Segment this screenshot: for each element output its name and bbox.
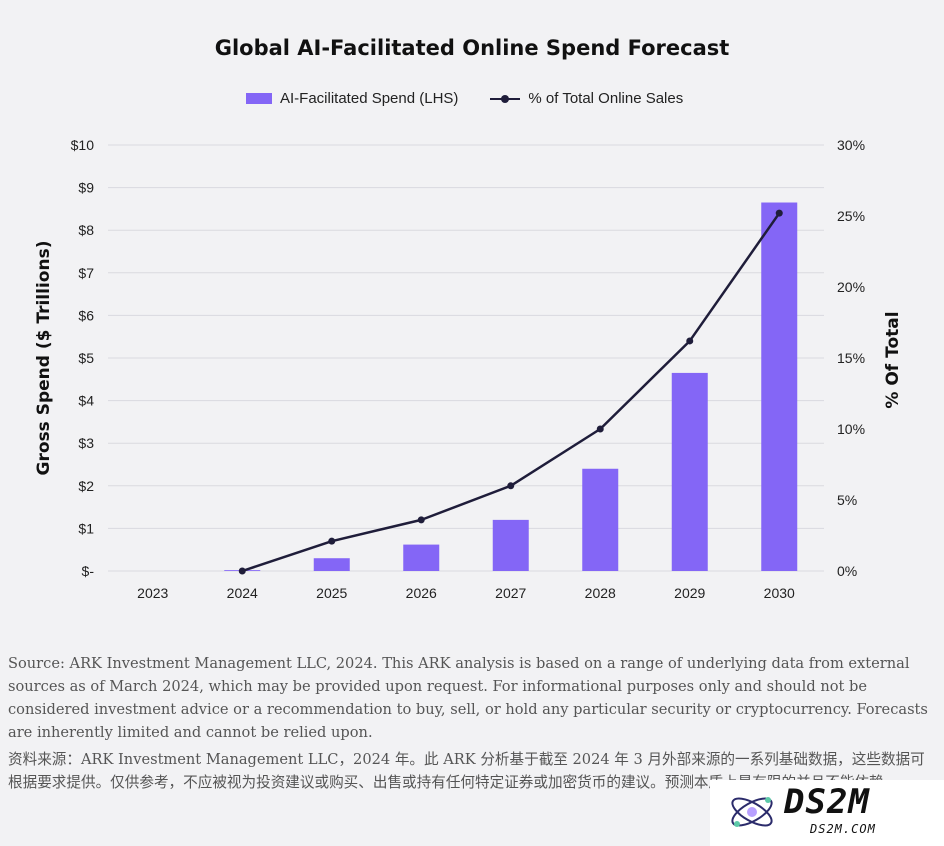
- legend-item-bars: AI-Facilitated Spend (LHS): [246, 90, 458, 107]
- legend-bar-swatch: [246, 93, 272, 104]
- source-note-en: Source: ARK Investment Management LLC, 2…: [8, 655, 928, 741]
- legend-item-line: % of Total Online Sales: [490, 90, 683, 107]
- x-tick-label: 2026: [406, 585, 437, 601]
- bar: [671, 372, 708, 571]
- atom-logo-icon: [731, 797, 773, 827]
- footer: Source: ARK Investment Management LLC, 2…: [8, 652, 928, 798]
- y-tick-label: $-: [82, 563, 95, 579]
- y-tick-label: $6: [78, 307, 94, 323]
- legend-line-label: % of Total Online Sales: [528, 90, 684, 107]
- y2-tick-label: 25%: [837, 208, 865, 224]
- y-tick-label: $10: [71, 137, 95, 153]
- chart-title: Global AI-Facilitated Online Spend Forec…: [214, 36, 730, 60]
- x-tick-label: 2024: [227, 585, 258, 601]
- plot-area: $- $1 $2 $3 $4 $5 $6 $7 $8 $9 $10 0% 5% 10% 15% 20% 25% 3…: [34, 137, 903, 601]
- y-tick-label: $7: [78, 265, 94, 281]
- line-point: [507, 482, 515, 490]
- bar: [492, 519, 529, 571]
- line-point: [775, 209, 783, 217]
- source-note-zh: 资料来源：ARK Investment Management LLC，2024 …: [8, 751, 925, 791]
- y-tick-label: $8: [78, 222, 94, 238]
- chart: Global AI-Facilitated Online Spend Forec…: [34, 36, 903, 601]
- bar: [761, 202, 798, 571]
- watermark-url: DS2M.COM: [810, 822, 876, 836]
- line-point: [686, 337, 694, 345]
- bar: [582, 468, 619, 571]
- y2-tick-label: 30%: [837, 137, 865, 153]
- watermark: DS2M DS2M.COM: [710, 780, 944, 846]
- bar: [313, 558, 350, 571]
- line-point: [596, 425, 604, 433]
- legend: AI-Facilitated Spend (LHS) % of Total On…: [246, 90, 715, 107]
- legend-line-swatch: [490, 94, 521, 103]
- bar: [403, 544, 440, 571]
- line-point: [238, 567, 246, 575]
- x-tick-label: 2023: [137, 585, 168, 601]
- y2-tick-label: 15%: [837, 350, 865, 366]
- x-tick-label: 2025: [316, 585, 347, 601]
- y-tick-label: $2: [78, 478, 94, 494]
- x-tick-label: 2027: [495, 585, 526, 601]
- x-tick-label: 2029: [674, 585, 705, 601]
- y-tick-label: $1: [78, 520, 94, 536]
- y2-tick-label: 0%: [837, 563, 857, 579]
- line-point: [417, 516, 425, 524]
- y-axis-title: Gross Spend ($ Trillions): [34, 241, 54, 476]
- y-tick-label: $3: [78, 435, 94, 451]
- x-tick-label: 2030: [764, 585, 795, 601]
- x-tick-label: 2028: [585, 585, 616, 601]
- watermark-text: DS2M: [784, 782, 870, 822]
- y-tick-label: $5: [78, 350, 94, 366]
- y2-tick-label: 20%: [837, 279, 865, 295]
- y-tick-label: $9: [78, 180, 94, 196]
- y2-axis-title: % Of Total: [883, 311, 903, 408]
- y2-tick-label: 10%: [837, 421, 865, 437]
- legend-bar-label: AI-Facilitated Spend (LHS): [280, 90, 459, 107]
- y-tick-label: $4: [78, 393, 94, 409]
- y2-tick-label: 5%: [837, 492, 857, 508]
- line-point: [328, 537, 336, 545]
